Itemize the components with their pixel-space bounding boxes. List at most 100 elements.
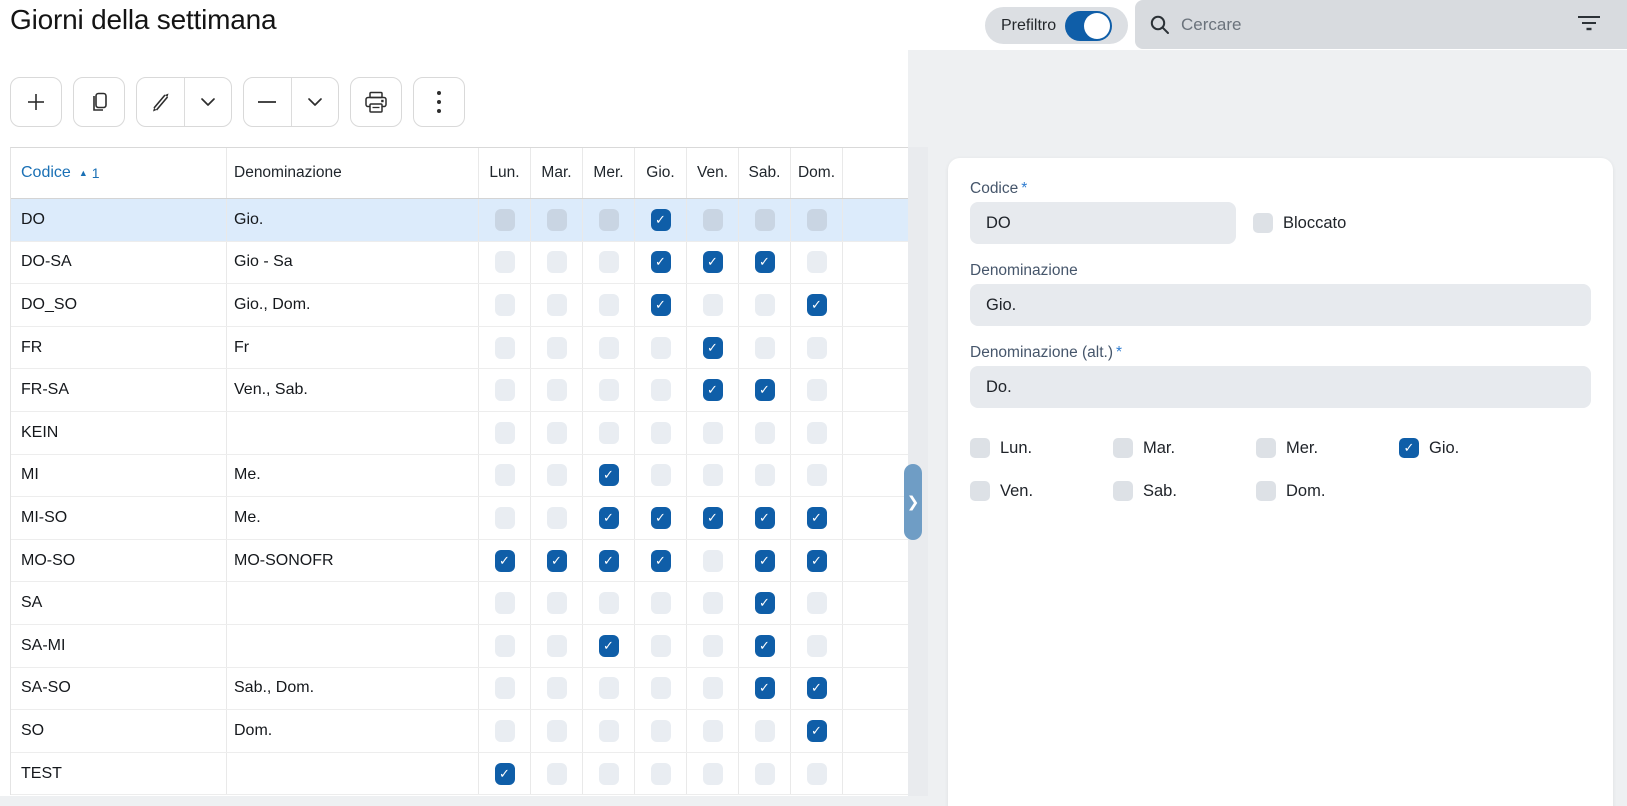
column-header-day[interactable]: Ven.	[686, 148, 738, 198]
denominazione-alt-input[interactable]	[970, 366, 1591, 408]
table-row[interactable]: MI-SO Me. ✓ ✓ ✓ ✓ ✓	[11, 497, 908, 540]
day-checkbox-unchecked[interactable]	[650, 464, 671, 487]
detail-day-checkbox-unchecked[interactable]	[1256, 481, 1276, 501]
day-checkbox-unchecked[interactable]	[494, 592, 515, 615]
day-checkbox-unchecked[interactable]	[598, 293, 619, 316]
day-checkbox-unchecked[interactable]	[546, 506, 567, 529]
table-row[interactable]: DO-SA Gio - Sa ✓ ✓ ✓	[11, 241, 908, 285]
detail-day-checkbox-unchecked[interactable]	[1256, 438, 1276, 458]
day-checkbox-unchecked[interactable]	[754, 208, 775, 231]
day-checkbox-unchecked[interactable]	[702, 762, 723, 785]
detail-day-checkbox-checked[interactable]: ✓	[1399, 438, 1419, 458]
day-checkbox-checked[interactable]: ✓	[702, 336, 723, 359]
column-header-day[interactable]: Lun.	[478, 148, 530, 198]
day-checkbox-checked[interactable]: ✓	[650, 506, 671, 529]
day-checkbox-unchecked[interactable]	[598, 677, 619, 700]
table-row[interactable]: FR-SA Ven., Sab. ✓ ✓	[11, 369, 908, 412]
day-checkbox-unchecked[interactable]	[806, 762, 827, 785]
day-checkbox-checked[interactable]: ✓	[702, 379, 723, 402]
day-checkbox-checked[interactable]: ✓	[650, 251, 671, 274]
table-row[interactable]: DO Gio. ✓	[11, 199, 908, 242]
day-checkbox-unchecked[interactable]	[546, 421, 567, 444]
day-checkbox-unchecked[interactable]	[754, 293, 775, 316]
day-checkbox-unchecked[interactable]	[806, 251, 827, 274]
day-checkbox-unchecked[interactable]	[806, 421, 827, 444]
day-checkbox-unchecked[interactable]	[546, 336, 567, 359]
day-checkbox-checked[interactable]: ✓	[754, 549, 775, 572]
detail-day-checkbox-unchecked[interactable]	[1113, 481, 1133, 501]
search-bar[interactable]	[1135, 0, 1627, 49]
bloccato-checkbox[interactable]	[1253, 213, 1273, 233]
day-checkbox-unchecked[interactable]	[494, 634, 515, 657]
day-checkbox-unchecked[interactable]	[754, 762, 775, 785]
day-checkbox-unchecked[interactable]	[546, 464, 567, 487]
day-checkbox-checked[interactable]: ✓	[806, 293, 827, 316]
day-checkbox-checked[interactable]: ✓	[754, 379, 775, 402]
day-checkbox-unchecked[interactable]	[546, 762, 567, 785]
day-checkbox-unchecked[interactable]	[806, 379, 827, 402]
day-checkbox-unchecked[interactable]	[598, 251, 619, 274]
day-checkbox-unchecked[interactable]	[702, 421, 723, 444]
day-checkbox-checked[interactable]: ✓	[598, 549, 619, 572]
day-checkbox-checked[interactable]: ✓	[754, 634, 775, 657]
day-checkbox-unchecked[interactable]	[806, 336, 827, 359]
day-checkbox-unchecked[interactable]	[754, 464, 775, 487]
column-header-denominazione[interactable]: Denominazione	[226, 148, 478, 198]
day-checkbox-unchecked[interactable]	[806, 208, 827, 231]
denominazione-input[interactable]	[970, 284, 1591, 326]
day-checkbox-unchecked[interactable]	[494, 208, 515, 231]
day-checkbox-unchecked[interactable]	[546, 592, 567, 615]
day-checkbox-checked[interactable]: ✓	[806, 677, 827, 700]
table-row[interactable]: MO-SO MO-SONOFR ✓ ✓ ✓ ✓ ✓ ✓	[11, 539, 908, 583]
table-row[interactable]: TEST ✓	[11, 752, 908, 796]
day-checkbox-unchecked[interactable]	[494, 464, 515, 487]
column-header-day[interactable]: Gio.	[634, 148, 686, 198]
table-row[interactable]: SO Dom. ✓	[11, 710, 908, 753]
day-checkbox-unchecked[interactable]	[546, 677, 567, 700]
print-button[interactable]	[350, 77, 402, 127]
day-checkbox-checked[interactable]: ✓	[546, 549, 567, 572]
codice-input[interactable]	[970, 202, 1236, 244]
day-checkbox-unchecked[interactable]	[598, 379, 619, 402]
day-checkbox-unchecked[interactable]	[494, 251, 515, 274]
delete-menu-button[interactable]	[290, 78, 338, 126]
day-checkbox-unchecked[interactable]	[546, 379, 567, 402]
table-row[interactable]: SA-MI ✓ ✓	[11, 624, 908, 668]
day-checkbox-unchecked[interactable]	[494, 336, 515, 359]
column-header-day[interactable]: Sab.	[738, 148, 790, 198]
detail-day-checkbox-unchecked[interactable]	[970, 438, 990, 458]
day-checkbox-checked[interactable]: ✓	[598, 464, 619, 487]
day-checkbox-unchecked[interactable]	[598, 762, 619, 785]
edit-button[interactable]	[137, 78, 184, 126]
day-checkbox-unchecked[interactable]	[494, 421, 515, 444]
day-checkbox-checked[interactable]: ✓	[806, 549, 827, 572]
filter-icon[interactable]	[1577, 14, 1601, 34]
day-checkbox-unchecked[interactable]	[494, 506, 515, 529]
day-checkbox-unchecked[interactable]	[598, 421, 619, 444]
day-checkbox-unchecked[interactable]	[598, 336, 619, 359]
day-checkbox-unchecked[interactable]	[806, 464, 827, 487]
day-checkbox-checked[interactable]: ✓	[702, 251, 723, 274]
day-checkbox-unchecked[interactable]	[650, 719, 671, 742]
day-checkbox-unchecked[interactable]	[650, 762, 671, 785]
day-checkbox-unchecked[interactable]	[650, 677, 671, 700]
day-checkbox-unchecked[interactable]	[546, 293, 567, 316]
day-checkbox-unchecked[interactable]	[546, 634, 567, 657]
day-checkbox-unchecked[interactable]	[754, 336, 775, 359]
day-checkbox-unchecked[interactable]	[806, 634, 827, 657]
panel-collapse-handle[interactable]: ❯	[904, 464, 922, 540]
copy-button[interactable]	[73, 77, 125, 127]
day-checkbox-checked[interactable]: ✓	[806, 506, 827, 529]
day-checkbox-unchecked[interactable]	[598, 208, 619, 231]
day-checkbox-unchecked[interactable]	[702, 293, 723, 316]
day-checkbox-checked[interactable]: ✓	[754, 677, 775, 700]
day-checkbox-unchecked[interactable]	[494, 293, 515, 316]
day-checkbox-checked[interactable]: ✓	[650, 208, 671, 231]
column-header-codice[interactable]: Codice ▲ 1	[21, 164, 100, 181]
day-checkbox-unchecked[interactable]	[650, 592, 671, 615]
column-header-day[interactable]: Mer.	[582, 148, 634, 198]
search-input[interactable]	[1181, 14, 1481, 35]
day-checkbox-unchecked[interactable]	[702, 634, 723, 657]
column-header-day[interactable]: Mar.	[530, 148, 582, 198]
day-checkbox-checked[interactable]: ✓	[754, 251, 775, 274]
